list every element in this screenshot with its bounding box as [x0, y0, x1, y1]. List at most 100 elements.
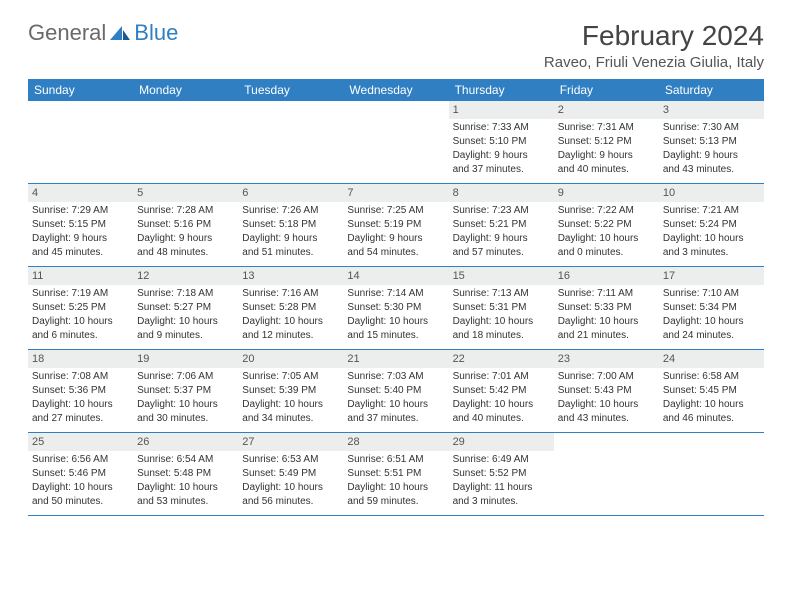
daylight-text: Daylight: 10 hours: [32, 398, 129, 411]
sunset-text: Sunset: 5:27 PM: [137, 301, 234, 314]
daylight-text: and 9 minutes.: [137, 329, 234, 342]
daylight-text: Daylight: 10 hours: [242, 315, 339, 328]
daylight-text: Daylight: 9 hours: [242, 232, 339, 245]
day-cell: [659, 433, 764, 515]
daylight-text: and 24 minutes.: [663, 329, 760, 342]
day-number: 23: [554, 350, 659, 368]
daylight-text: Daylight: 9 hours: [32, 232, 129, 245]
day-info: Sunrise: 7:22 AMSunset: 5:22 PMDaylight:…: [554, 202, 659, 262]
sunrise-text: Sunrise: 7:13 AM: [453, 287, 550, 300]
daylight-text: and 45 minutes.: [32, 246, 129, 259]
sunset-text: Sunset: 5:18 PM: [242, 218, 339, 231]
weekday-header-row: Sunday Monday Tuesday Wednesday Thursday…: [28, 79, 764, 101]
daylight-text: Daylight: 10 hours: [32, 315, 129, 328]
day-cell: 21Sunrise: 7:03 AMSunset: 5:40 PMDayligh…: [343, 350, 448, 432]
day-cell: 14Sunrise: 7:14 AMSunset: 5:30 PMDayligh…: [343, 267, 448, 349]
sunset-text: Sunset: 5:30 PM: [347, 301, 444, 314]
day-cell: 13Sunrise: 7:16 AMSunset: 5:28 PMDayligh…: [238, 267, 343, 349]
daylight-text: and 46 minutes.: [663, 412, 760, 425]
day-info: Sunrise: 6:56 AMSunset: 5:46 PMDaylight:…: [28, 451, 133, 511]
day-cell: [343, 101, 448, 183]
day-number: 19: [133, 350, 238, 368]
day-info: Sunrise: 6:58 AMSunset: 5:45 PMDaylight:…: [659, 368, 764, 428]
daylight-text: Daylight: 10 hours: [242, 398, 339, 411]
day-cell: 29Sunrise: 6:49 AMSunset: 5:52 PMDayligh…: [449, 433, 554, 515]
daylight-text: and 6 minutes.: [32, 329, 129, 342]
day-cell: 12Sunrise: 7:18 AMSunset: 5:27 PMDayligh…: [133, 267, 238, 349]
sunset-text: Sunset: 5:37 PM: [137, 384, 234, 397]
week-row: 18Sunrise: 7:08 AMSunset: 5:36 PMDayligh…: [28, 350, 764, 433]
sunrise-text: Sunrise: 7:14 AM: [347, 287, 444, 300]
sunrise-text: Sunrise: 7:01 AM: [453, 370, 550, 383]
brand-sail-icon: [108, 24, 132, 42]
day-info: Sunrise: 7:33 AMSunset: 5:10 PMDaylight:…: [449, 119, 554, 179]
sunrise-text: Sunrise: 7:26 AM: [242, 204, 339, 217]
day-number: 29: [449, 433, 554, 451]
daylight-text: and 18 minutes.: [453, 329, 550, 342]
sunset-text: Sunset: 5:46 PM: [32, 467, 129, 480]
week-row: 11Sunrise: 7:19 AMSunset: 5:25 PMDayligh…: [28, 267, 764, 350]
week-row: 4Sunrise: 7:29 AMSunset: 5:15 PMDaylight…: [28, 184, 764, 267]
daylight-text: and 43 minutes.: [663, 163, 760, 176]
day-info: Sunrise: 7:26 AMSunset: 5:18 PMDaylight:…: [238, 202, 343, 262]
weekday-header: Saturday: [659, 79, 764, 101]
day-cell: 17Sunrise: 7:10 AMSunset: 5:34 PMDayligh…: [659, 267, 764, 349]
day-number: 7: [343, 184, 448, 202]
daylight-text: and 57 minutes.: [453, 246, 550, 259]
header: General Blue February 2024 Raveo, Friuli…: [28, 20, 764, 71]
day-cell: 8Sunrise: 7:23 AMSunset: 5:21 PMDaylight…: [449, 184, 554, 266]
sunset-text: Sunset: 5:24 PM: [663, 218, 760, 231]
day-number: 3: [659, 101, 764, 119]
day-number: 1: [449, 101, 554, 119]
day-number: 4: [28, 184, 133, 202]
day-number: [554, 433, 659, 437]
day-cell: 4Sunrise: 7:29 AMSunset: 5:15 PMDaylight…: [28, 184, 133, 266]
weekday-header: Friday: [554, 79, 659, 101]
sunrise-text: Sunrise: 7:29 AM: [32, 204, 129, 217]
day-info: Sunrise: 6:54 AMSunset: 5:48 PMDaylight:…: [133, 451, 238, 511]
day-number: 10: [659, 184, 764, 202]
day-number: 12: [133, 267, 238, 285]
day-info: Sunrise: 7:03 AMSunset: 5:40 PMDaylight:…: [343, 368, 448, 428]
day-cell: 3Sunrise: 7:30 AMSunset: 5:13 PMDaylight…: [659, 101, 764, 183]
sunrise-text: Sunrise: 7:21 AM: [663, 204, 760, 217]
daylight-text: Daylight: 10 hours: [558, 232, 655, 245]
day-info: Sunrise: 6:49 AMSunset: 5:52 PMDaylight:…: [449, 451, 554, 511]
sunrise-text: Sunrise: 7:31 AM: [558, 121, 655, 134]
sunrise-text: Sunrise: 7:10 AM: [663, 287, 760, 300]
day-number: 17: [659, 267, 764, 285]
day-number: 24: [659, 350, 764, 368]
day-cell: 5Sunrise: 7:28 AMSunset: 5:16 PMDaylight…: [133, 184, 238, 266]
sunrise-text: Sunrise: 6:51 AM: [347, 453, 444, 466]
day-number: [133, 101, 238, 105]
day-cell: 2Sunrise: 7:31 AMSunset: 5:12 PMDaylight…: [554, 101, 659, 183]
day-cell: 15Sunrise: 7:13 AMSunset: 5:31 PMDayligh…: [449, 267, 554, 349]
daylight-text: Daylight: 10 hours: [453, 398, 550, 411]
daylight-text: Daylight: 10 hours: [663, 232, 760, 245]
sunrise-text: Sunrise: 7:16 AM: [242, 287, 339, 300]
day-info: Sunrise: 7:29 AMSunset: 5:15 PMDaylight:…: [28, 202, 133, 262]
sunset-text: Sunset: 5:25 PM: [32, 301, 129, 314]
daylight-text: and 37 minutes.: [347, 412, 444, 425]
day-number: 2: [554, 101, 659, 119]
day-cell: 22Sunrise: 7:01 AMSunset: 5:42 PMDayligh…: [449, 350, 554, 432]
daylight-text: and 40 minutes.: [453, 412, 550, 425]
day-cell: 10 Sunrise: 7:21 AMSunset: 5:24 PMDayligh…: [659, 184, 764, 266]
day-number: 14: [343, 267, 448, 285]
daylight-text: Daylight: 10 hours: [32, 481, 129, 494]
daylight-text: Daylight: 10 hours: [137, 481, 234, 494]
sunset-text: Sunset: 5:10 PM: [453, 135, 550, 148]
sunset-text: Sunset: 5:28 PM: [242, 301, 339, 314]
daylight-text: and 50 minutes.: [32, 495, 129, 508]
daylight-text: and 56 minutes.: [242, 495, 339, 508]
sunrise-text: Sunrise: 7:19 AM: [32, 287, 129, 300]
day-cell: [28, 101, 133, 183]
daylight-text: Daylight: 10 hours: [558, 398, 655, 411]
day-info: Sunrise: 7:30 AMSunset: 5:13 PMDaylight:…: [659, 119, 764, 179]
sunrise-text: Sunrise: 7:30 AM: [663, 121, 760, 134]
sunrise-text: Sunrise: 7:22 AM: [558, 204, 655, 217]
day-info: Sunrise: 7:11 AMSunset: 5:33 PMDaylight:…: [554, 285, 659, 345]
day-number: 11: [28, 267, 133, 285]
day-info: Sunrise: 7:10 AMSunset: 5:34 PMDaylight:…: [659, 285, 764, 345]
day-info: Sunrise: 7:00 AMSunset: 5:43 PMDaylight:…: [554, 368, 659, 428]
